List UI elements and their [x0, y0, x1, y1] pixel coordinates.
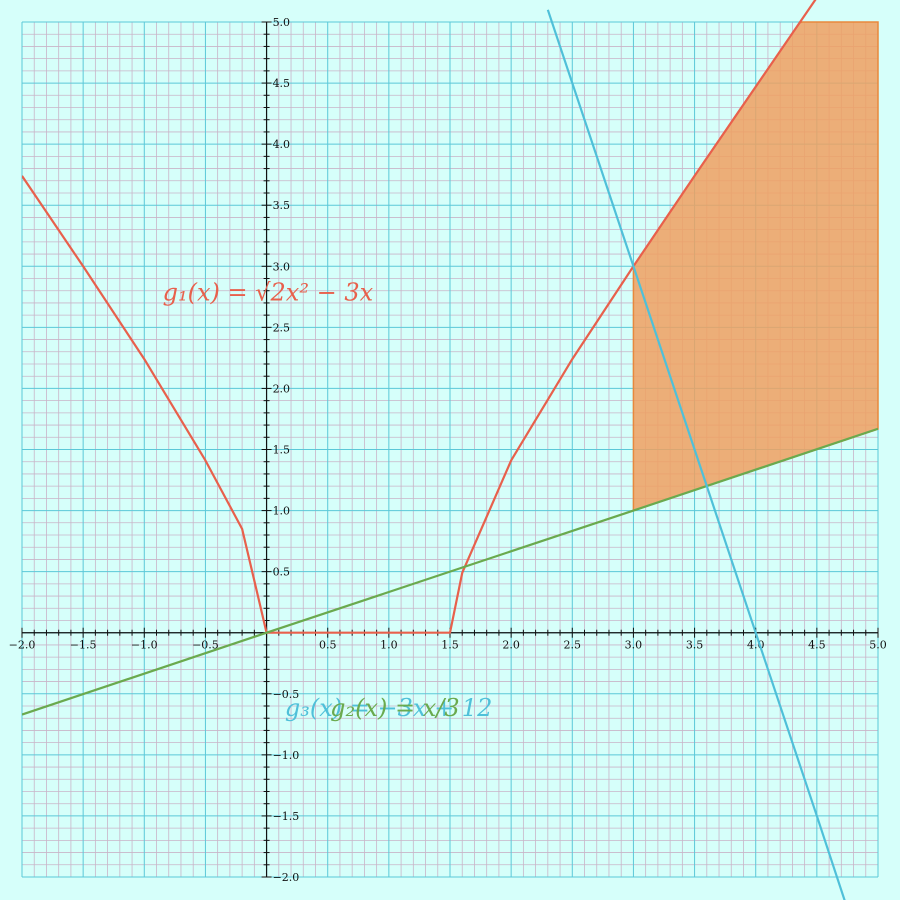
labels-layer: g₁(x) = √2x² − 3x g₃(x) = −3x + 12 g₂(x)… [163, 278, 493, 721]
curves-layer [22, 0, 878, 900]
x-tick-label: −1.0 [131, 639, 158, 652]
series-1-line [22, 0, 817, 634]
y-tick-label: −2.0 [273, 871, 300, 884]
x-tick-label: 3.0 [625, 639, 643, 652]
g3-label: g₃(x) = −3x + 12 [285, 694, 492, 722]
x-tick-label: −1.5 [70, 639, 97, 652]
series-2-line [22, 427, 878, 716]
x-tick-label: −0.5 [192, 639, 219, 652]
g2-label: g₂(x) = x/3 [330, 694, 460, 722]
y-tick-label: −0.5 [273, 688, 300, 701]
x-tick-label: 5.0 [869, 639, 887, 652]
x-tick-label: 2.5 [564, 639, 582, 652]
y-tick-label: −1.0 [273, 749, 300, 762]
y-tick-label: 1.5 [273, 444, 291, 457]
x-tick-label: 0.5 [319, 639, 337, 652]
x-tick-label: 2.0 [502, 639, 520, 652]
y-tick-label: 3.5 [273, 199, 291, 212]
x-tick-label: 4.5 [808, 639, 826, 652]
y-tick-label: 3.0 [273, 260, 291, 273]
y-tick-label: 2.0 [273, 382, 291, 395]
x-tick-label: −2.0 [9, 639, 36, 652]
g1-label: g₁(x) = √2x² − 3x [163, 278, 374, 306]
x-tick-label: 3.5 [686, 639, 704, 652]
y-tick-label: −1.5 [273, 810, 300, 823]
y-tick-label: 2.5 [273, 321, 291, 334]
y-tick-label: 4.5 [273, 77, 291, 90]
y-tick-label: 4.0 [273, 138, 291, 151]
y-tick-label: 1.0 [273, 505, 291, 518]
x-tick-label: 1.5 [441, 639, 459, 652]
y-tick-label: 0.5 [273, 566, 291, 579]
x-tick-label: 1.0 [380, 639, 398, 652]
y-tick-label: 5.0 [273, 16, 291, 29]
series-3-line [546, 9, 846, 900]
